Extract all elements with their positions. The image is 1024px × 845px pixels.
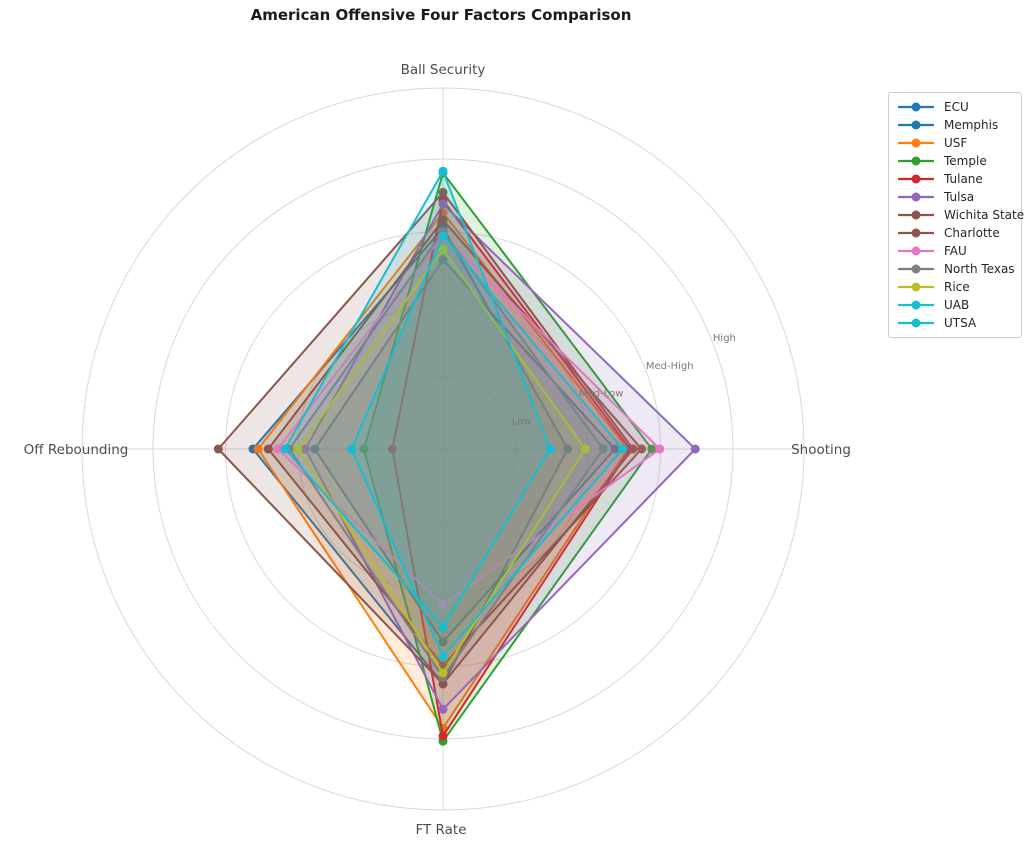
legend-item-memphis: Memphis (897, 116, 1015, 134)
legend-line-marker-icon (898, 156, 934, 166)
legend-line-marker-icon (898, 192, 934, 202)
series-marker-utsa (438, 231, 448, 241)
series-marker-uab (545, 444, 555, 454)
axis-label-ft-rate: FT Rate (415, 822, 466, 838)
series-marker-memphis (563, 444, 573, 454)
series-marker-utsa (438, 651, 448, 661)
series-marker-charlotte (263, 444, 273, 454)
legend-item-wichita-state: Wichita State (897, 206, 1024, 224)
series-marker-wichita-state (438, 679, 448, 689)
legend-item-rice: Rice (897, 278, 1015, 296)
legend-item-north-texas: North Texas (897, 260, 1015, 278)
series-marker-tulsa (690, 444, 700, 454)
series-fill-utsa (351, 235, 623, 657)
series-marker-ecu (438, 255, 448, 265)
radial-tick-label: Med-Low (579, 389, 623, 400)
legend-line-marker-icon (898, 210, 934, 220)
series-marker-wichita-state (213, 444, 223, 454)
legend-label: North Texas (944, 262, 1015, 276)
legend-line-marker-icon (898, 264, 934, 274)
series-fill-tulane (392, 200, 630, 737)
legend-item-usf: USF (897, 134, 1015, 152)
legend-item-fau: FAU (897, 242, 1015, 260)
legend-item-temple: Temple (897, 152, 1015, 170)
axis-labels: Ball Security Shooting FT Rate Off Reboundi… (24, 62, 851, 838)
series-marker-fau (273, 444, 283, 454)
legend-item-ecu: ECU (897, 98, 1015, 116)
legend-line-marker-icon (898, 174, 934, 184)
series-fill-wichita-state (218, 192, 634, 684)
series-marker-wichita-state (438, 187, 448, 197)
series-marker-rice (580, 444, 590, 454)
legend-line-marker-icon (898, 246, 934, 256)
series-marker-ecu (438, 637, 448, 647)
legend-line-marker-icon (898, 282, 934, 292)
legend-item-utsa: UTSA (897, 314, 1015, 332)
radial-tick-label: Low (512, 416, 532, 427)
series-marker-rice (438, 245, 448, 255)
legend-line-marker-icon (898, 228, 934, 238)
series-marker-fau (438, 600, 448, 610)
legend-line-marker-icon (898, 138, 934, 148)
series-marker-uab (280, 444, 290, 454)
radial-tick-label: Med-High (646, 361, 694, 372)
legend-label: UAB (944, 298, 970, 312)
legend-label: ECU (944, 100, 969, 114)
legend-label: Temple (944, 154, 987, 168)
radial-tick-label: High (713, 333, 736, 344)
legend-item-uab: UAB (897, 296, 1015, 314)
legend-label: Wichita State (944, 208, 1024, 222)
series-marker-uab (438, 166, 448, 176)
series-marker-utsa (347, 444, 357, 454)
radial-tick-labels: Low Med-Low Med-High High (512, 333, 736, 427)
legend-label: Rice (944, 280, 970, 294)
legend-line-marker-icon (898, 102, 934, 112)
legend-label: Tulsa (944, 190, 975, 204)
series-marker-rice (438, 668, 448, 678)
legend-line-marker-icon (898, 300, 934, 310)
axis-label-shooting: Shooting (791, 442, 851, 458)
legend-box: ECU Memphis USF Temple Tulane Tulsa Wichita St… (888, 92, 1024, 338)
series-marker-charlotte (637, 444, 647, 454)
series-fill-charlotte (268, 219, 642, 666)
series-marker-temple (647, 444, 657, 454)
series-marker-tulsa (438, 199, 448, 209)
series-marker-ecu (310, 444, 320, 454)
series-fill-fau (277, 235, 660, 605)
series-marker-rice (293, 444, 303, 454)
series-marker-uab (438, 622, 448, 632)
series-marker-tulsa (300, 444, 310, 454)
series-marker-tulane (438, 731, 448, 741)
legend-item-tulsa: Tulsa (897, 188, 1015, 206)
series-marker-utsa (618, 444, 628, 454)
legend-label: FAU (944, 244, 967, 258)
legend-item-tulane: Tulane (897, 170, 1015, 188)
series-marker-tulane (387, 444, 397, 454)
series-marker-tulsa (438, 704, 448, 714)
legend-label: USF (944, 136, 968, 150)
series-marker-fau (655, 444, 665, 454)
legend-label: UTSA (944, 316, 977, 330)
series-marker-wichita-state (628, 444, 638, 454)
legend-label: Memphis (944, 118, 999, 132)
series-marker-ecu (610, 444, 620, 454)
legend-label: Charlotte (944, 226, 1000, 240)
series-fill-memphis (253, 227, 568, 684)
chart-title: American Offensive Four Factors Comparis… (250, 6, 632, 24)
legend-line-marker-icon (898, 318, 934, 328)
axis-label-ball-security: Ball Security (401, 62, 486, 78)
series-marker-temple (359, 444, 369, 454)
series-marker-usf (253, 444, 263, 454)
series-group (213, 166, 700, 746)
legend-label: Tulane (944, 172, 983, 186)
legend-item-charlotte: Charlotte (897, 224, 1015, 242)
series-marker-charlotte (438, 215, 448, 225)
series-marker-north-texas (598, 444, 608, 454)
legend-line-marker-icon (898, 120, 934, 130)
axis-label-off-rebounding: Off Rebounding (24, 442, 129, 458)
